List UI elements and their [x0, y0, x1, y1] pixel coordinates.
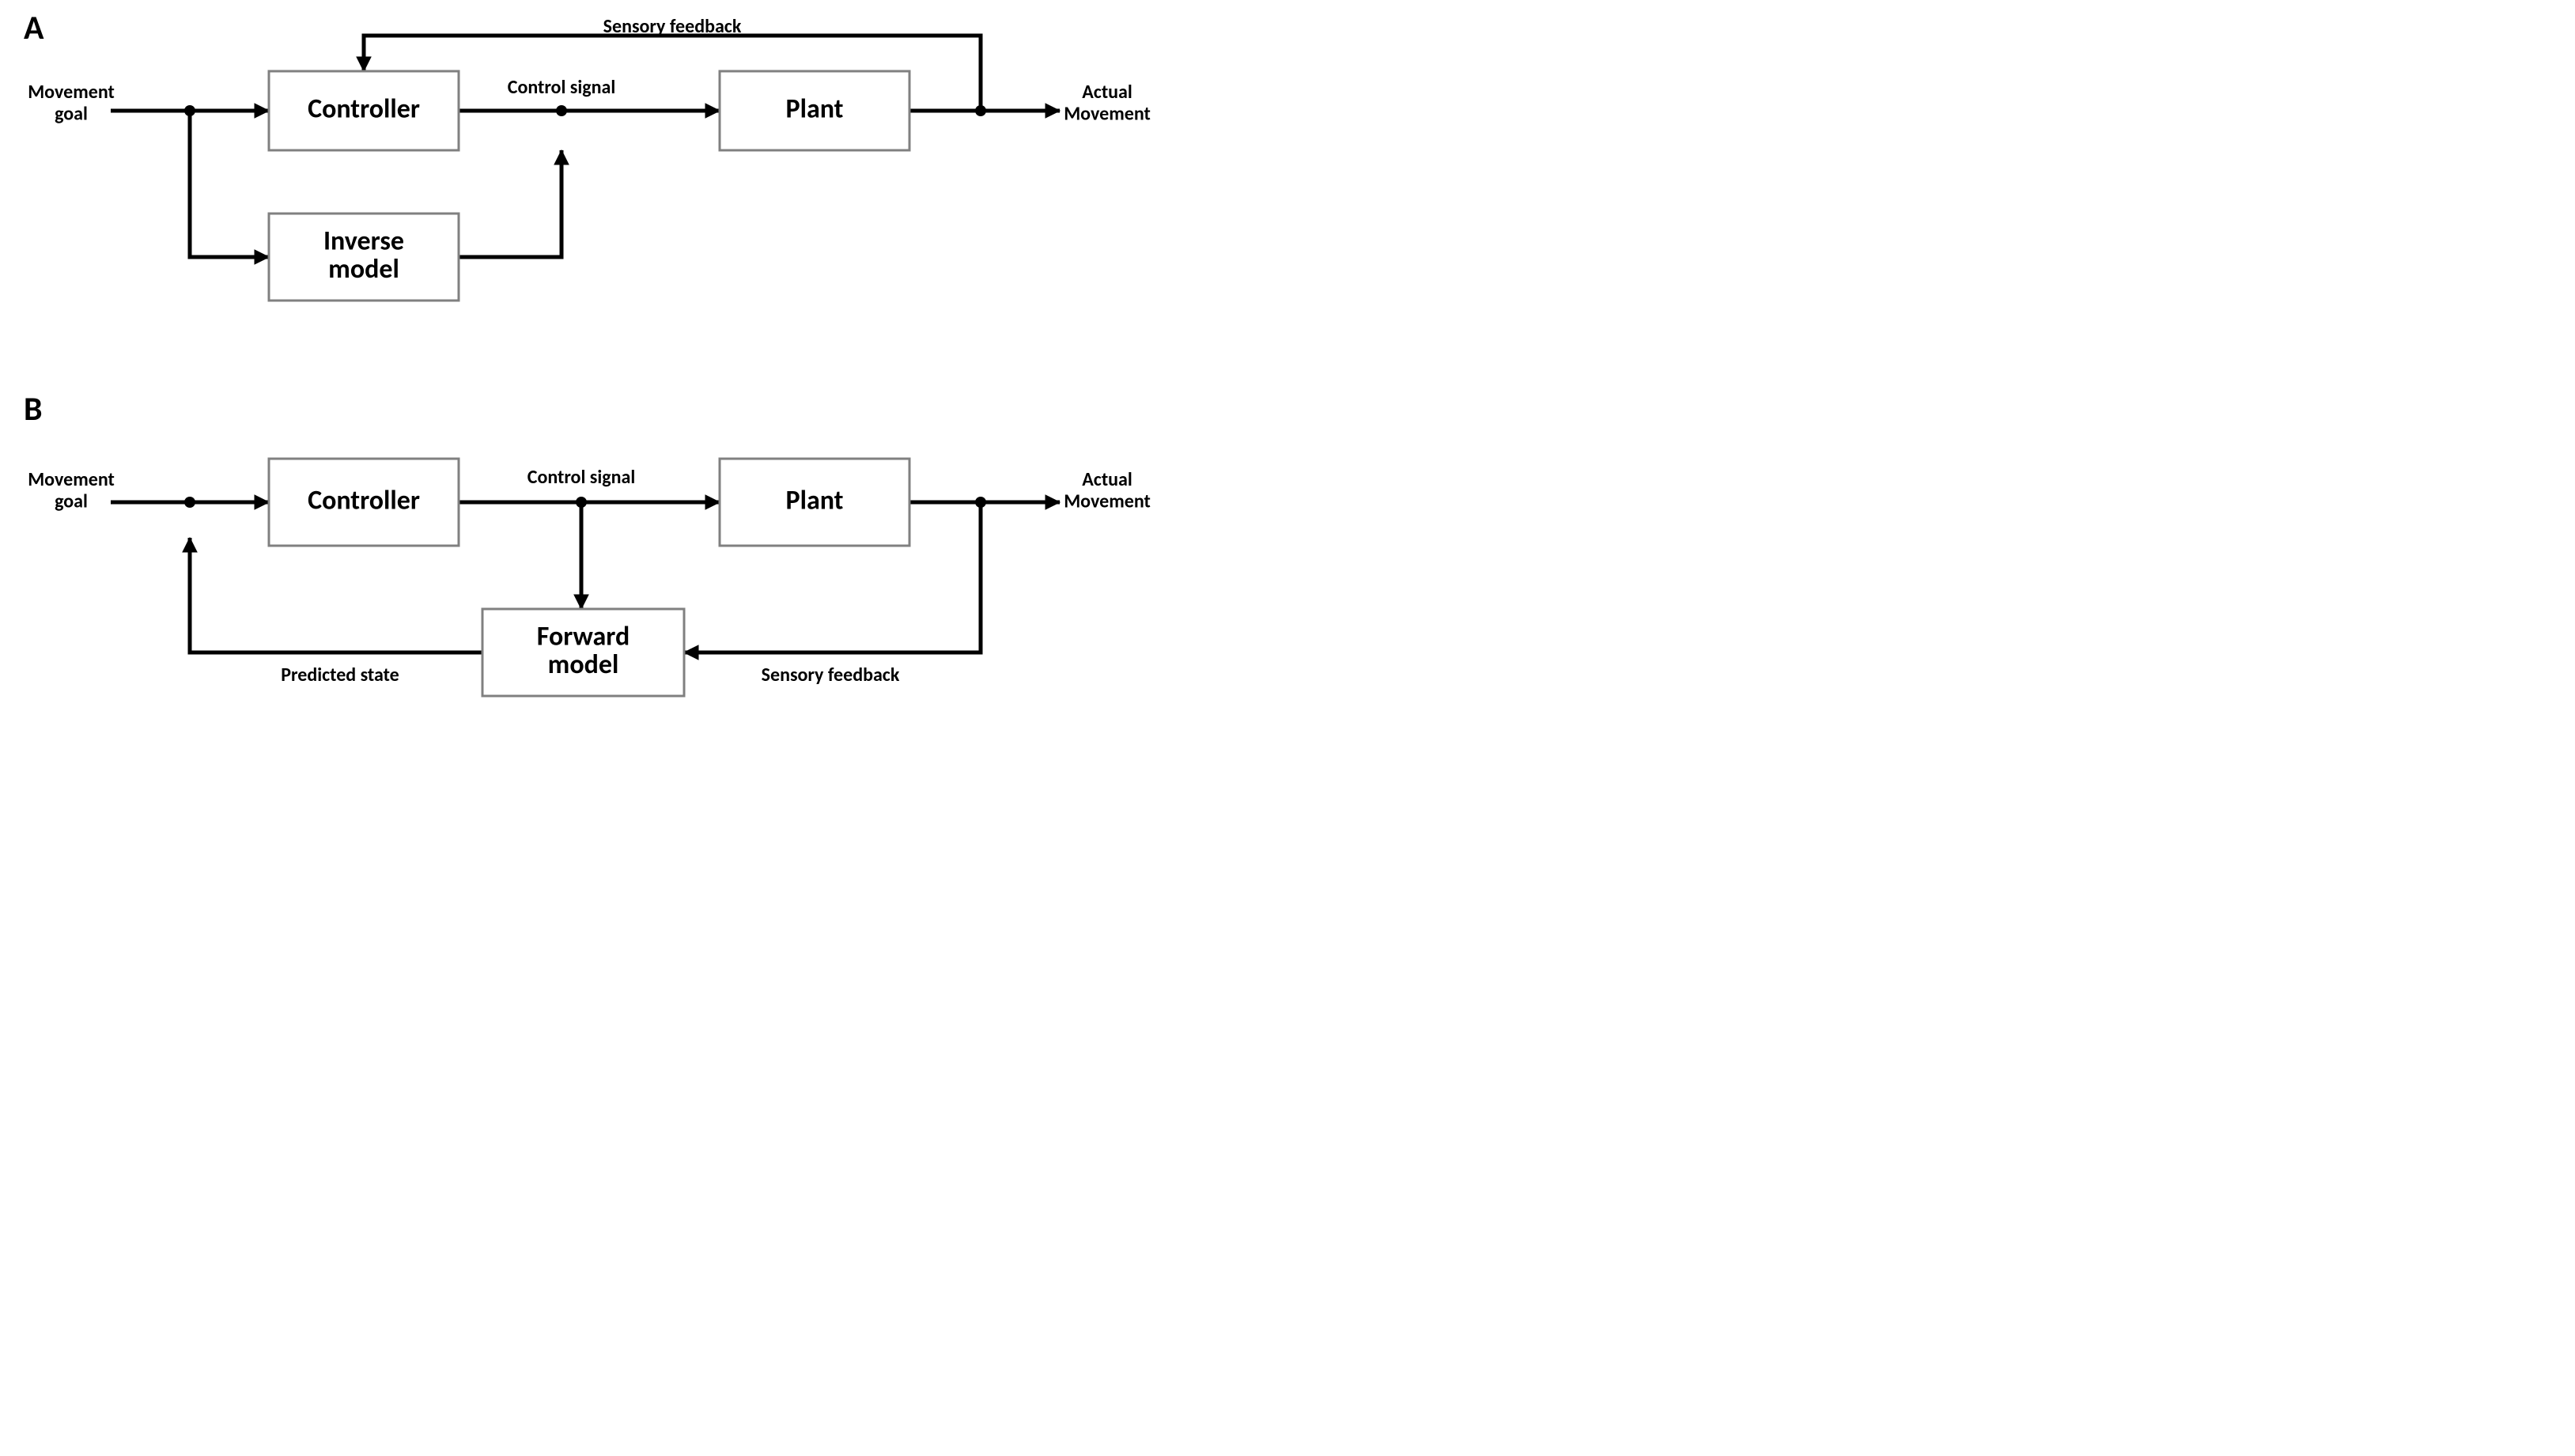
panelB-edge-out-to-actual-arrow — [1046, 495, 1060, 509]
panelB-label-control-signal: Control signal — [527, 466, 636, 489]
panelB-junction-j_in — [184, 497, 195, 508]
panelB-label-sensory-feedback: Sensory feedback — [762, 664, 900, 686]
panelB-edge-cs-to-forward-arrow — [574, 595, 588, 609]
panelB-edge-sensory-to-forward-arrow — [684, 645, 698, 660]
panelB-label-actual-movement-line1: Actual — [1082, 468, 1132, 491]
panelB-edge-forward-to-junction — [190, 538, 482, 652]
panelB-edge-cs-to-plant-arrow — [705, 495, 720, 509]
panelA-label-actual-movement-line1: Actual — [1082, 81, 1132, 104]
panelA-label-movement-goal-line1: Movement — [28, 81, 115, 104]
panelB-label-predicted-state: Predicted state — [281, 664, 399, 686]
panelA-node-controller-label: Controller — [308, 93, 420, 125]
panelA-label-movement-goal-line2: goal — [55, 102, 88, 125]
panelB-junction-j_out — [975, 497, 986, 508]
panelA-edge-cs-to-plant-arrow — [705, 104, 720, 118]
panelB-edge-forward-to-junction-arrow — [183, 538, 197, 552]
panelB-label-movement-goal-line2: goal — [55, 490, 88, 512]
panelA-junction-j_in — [184, 105, 195, 116]
panelA-panel-label: A — [24, 8, 44, 48]
panelA-node-inverse-label-line-1: model — [328, 253, 399, 286]
panelA-edge-goal-to-inverse-arrow — [255, 250, 269, 264]
panelA-edge-goal-to-controller-arrow — [255, 104, 269, 118]
panelA-label-control-signal: Control signal — [508, 76, 616, 99]
panelB-label-actual-movement-line2: Movement — [1064, 490, 1151, 512]
panelB-junction-j_cs — [576, 497, 587, 508]
panelA-edge-goal-to-inverse — [190, 111, 269, 257]
panelA-edge-out-to-actual-arrow — [1046, 104, 1060, 118]
panelA-junction-j_cs — [556, 105, 567, 116]
panelB-node-controller-label: Controller — [308, 484, 420, 516]
panelB-label-movement-goal-line1: Movement — [28, 468, 115, 491]
panelA-label-sensory-feedback: Sensory feedback — [603, 15, 742, 38]
panelA-label-actual-movement-line2: Movement — [1064, 102, 1151, 125]
panelA-junction-j_out — [975, 105, 986, 116]
diagram-canvas: AControllerInversemodelPlantMovementgoal… — [0, 0, 1218, 743]
panelB-node-forward-label-line-1: model — [548, 649, 619, 681]
panelA-node-plant-label: Plant — [786, 93, 844, 125]
panelA-edge-sensory-feedback-arrow — [357, 57, 371, 71]
panelB-edge-goal-to-controller-arrow — [255, 495, 269, 509]
panelA-edge-inverse-to-cs — [459, 150, 562, 257]
panelB-panel-label: B — [24, 389, 43, 429]
panelB-node-plant-label: Plant — [786, 484, 844, 516]
panelA-edge-inverse-to-cs-arrow — [554, 150, 569, 165]
